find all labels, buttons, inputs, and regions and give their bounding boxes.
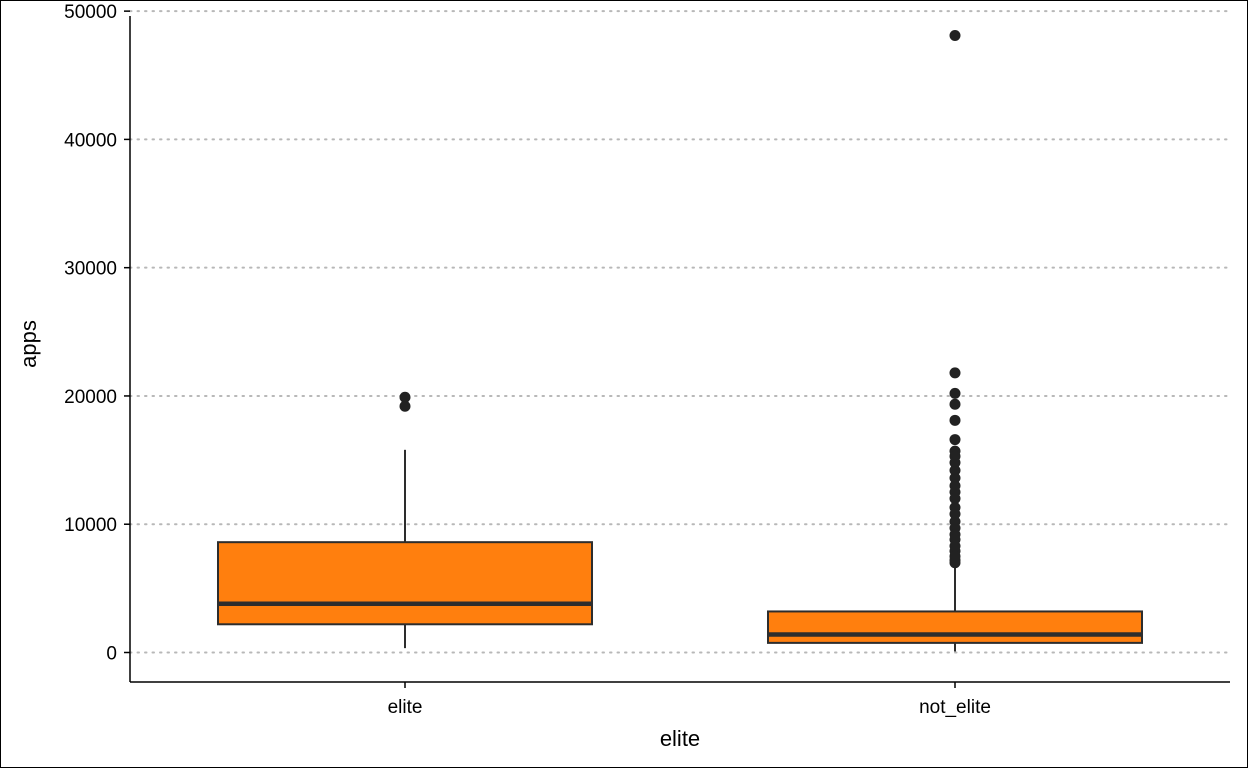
outlier-point xyxy=(949,367,961,379)
y-tick-label: 30000 xyxy=(64,259,117,280)
outlier-point xyxy=(949,557,961,569)
x-axis-title: elite xyxy=(660,726,700,751)
box-elite xyxy=(217,391,593,649)
outlier-point xyxy=(949,457,961,469)
x-tick-label: not_elite xyxy=(919,697,991,718)
outlier-point xyxy=(949,434,961,446)
box-not_elite xyxy=(767,30,1143,652)
outlier-point xyxy=(399,400,411,412)
y-axis-title: apps xyxy=(16,320,41,368)
x-axis-ticks: elite not_elite xyxy=(388,682,991,718)
outlier-point xyxy=(949,30,961,42)
outlier-point xyxy=(949,493,961,505)
y-tick-label: 0 xyxy=(106,643,117,664)
outlier-point xyxy=(949,464,961,476)
y-tick-label: 40000 xyxy=(64,130,117,151)
grid-lines xyxy=(129,10,1231,654)
y-tick-label: 50000 xyxy=(64,2,117,23)
y-tick-label: 10000 xyxy=(64,515,117,536)
outlier-point xyxy=(949,414,961,426)
outlier-point xyxy=(399,391,411,403)
box-iqr xyxy=(767,610,1143,644)
y-tick-label: 20000 xyxy=(64,387,117,408)
outlier-point xyxy=(949,398,961,410)
outlier-point xyxy=(949,472,961,484)
outlier-point xyxy=(949,508,961,520)
y-axis-ticks: 0 10000 20000 30000 40000 50000 xyxy=(64,2,130,664)
box-iqr xyxy=(217,541,593,626)
outlier-point xyxy=(949,387,961,399)
box-series xyxy=(217,30,1143,652)
x-tick-label: elite xyxy=(388,697,423,718)
